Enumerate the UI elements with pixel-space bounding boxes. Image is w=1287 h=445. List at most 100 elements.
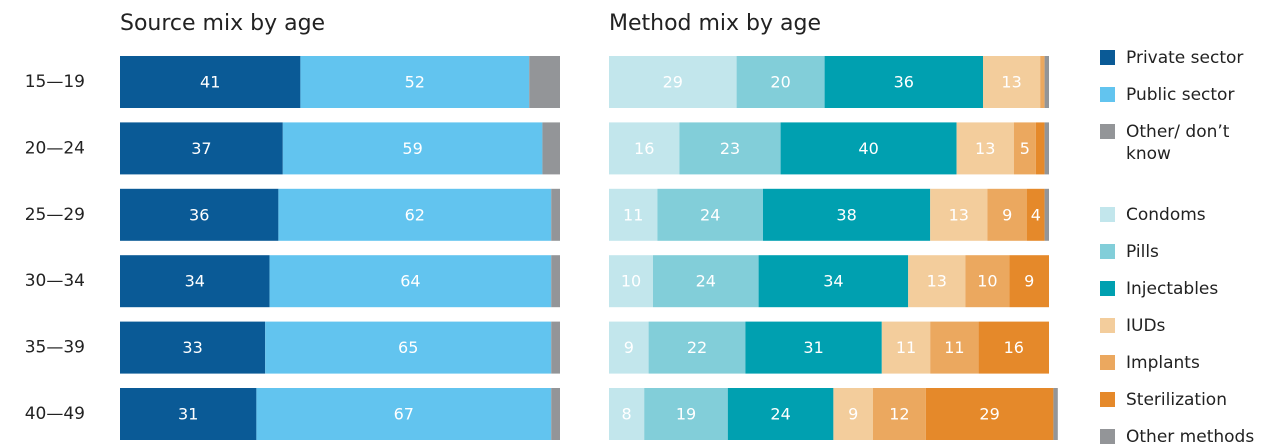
data-label: 5	[1020, 139, 1030, 158]
data-label: 36	[189, 205, 209, 224]
bar-segment	[824, 56, 983, 108]
data-label: 16	[1004, 338, 1024, 357]
legend-item: Private sector	[1100, 47, 1285, 69]
data-label: 33	[182, 338, 202, 357]
legend-item: Other/ don’t know	[1100, 121, 1285, 165]
bar-segment	[529, 56, 560, 108]
legend-item: Pills	[1100, 241, 1285, 263]
bar-segment	[120, 321, 266, 374]
bar-segment	[1044, 122, 1049, 175]
bar-segment	[120, 388, 257, 440]
bar-segment	[120, 255, 270, 308]
bar-segment	[745, 321, 882, 374]
bar-segment	[956, 122, 1014, 175]
data-label: 12	[889, 405, 909, 424]
bar-segment	[609, 56, 737, 108]
bar-segment	[648, 321, 746, 374]
data-label: 37	[191, 139, 211, 158]
data-label: 40	[858, 139, 878, 158]
data-label: 24	[770, 405, 790, 424]
legend-item: Public sector	[1100, 84, 1285, 106]
bar-segment	[256, 388, 552, 440]
data-label: 65	[398, 338, 418, 357]
data-label: 20	[770, 73, 790, 92]
data-label: 11	[896, 338, 916, 357]
legend-swatch	[1100, 281, 1115, 296]
bar-segment	[609, 388, 645, 440]
bar-segment	[780, 122, 957, 175]
bar-segment	[833, 388, 873, 440]
data-label: 9	[848, 405, 858, 424]
charts: 15—19 20—24 25—29 30—34 35—39 40—49 Source mix…	[25, 11, 1058, 440]
y-tick-label: 35—39	[25, 338, 85, 358]
bar-segment	[679, 122, 781, 175]
legend-item: Other methods	[1100, 426, 1285, 445]
legend-swatch	[1100, 207, 1115, 222]
data-label: 52	[405, 73, 425, 92]
legend-label: IUDs	[1126, 316, 1166, 336]
bar-segment	[965, 255, 1010, 308]
y-tick-label: 30—34	[25, 271, 85, 291]
bar-segment	[300, 56, 530, 108]
legend-item: Implants	[1100, 352, 1285, 374]
data-label: 62	[405, 205, 425, 224]
data-label: 10	[621, 272, 641, 291]
legend-swatch	[1100, 244, 1115, 259]
bar-segment	[758, 255, 909, 308]
legend-item: Sterilization	[1100, 389, 1285, 411]
legend-label: Pills	[1126, 242, 1159, 262]
y-tick-label: 20—24	[25, 138, 85, 158]
data-label: 16	[634, 139, 654, 158]
data-label: 10	[977, 272, 997, 291]
bar-segment	[1044, 56, 1049, 108]
bar-segment	[120, 56, 301, 108]
bar-segment	[644, 388, 728, 440]
bar-segment	[727, 388, 834, 440]
data-label: 11	[944, 338, 964, 357]
bar-segment	[653, 255, 759, 308]
data-label: 29	[979, 405, 999, 424]
data-label: 8	[622, 405, 632, 424]
bar-segment	[609, 321, 649, 374]
bar-segment	[120, 122, 283, 175]
bar-segment	[978, 321, 1049, 374]
bar-segment	[657, 188, 763, 241]
data-label: 31	[178, 405, 198, 424]
legend-swatch	[1100, 318, 1115, 333]
bar-segment	[1027, 188, 1045, 241]
data-label: 64	[400, 272, 420, 291]
bar-segment	[120, 188, 279, 241]
bar-segment	[930, 321, 979, 374]
data-label: 11	[623, 205, 643, 224]
bar-segment	[925, 388, 1054, 440]
legend-label: Private sector	[1126, 48, 1244, 68]
y-tick-label: 15—19	[25, 72, 85, 92]
bar-segment	[908, 255, 966, 308]
legend-swatch	[1100, 87, 1115, 102]
data-label: 13	[975, 139, 995, 158]
bar-segment	[873, 388, 926, 440]
bar-segment	[282, 122, 543, 175]
data-label: 23	[720, 139, 740, 158]
bar-segment	[1035, 122, 1045, 175]
data-label: 36	[894, 73, 914, 92]
legend-label: Sterilization	[1126, 390, 1227, 410]
data-label: 9	[1024, 272, 1034, 291]
chart-title: Method mix by age	[609, 11, 821, 36]
data-label: 38	[836, 205, 856, 224]
data-label: 59	[402, 139, 422, 158]
y-tick-label: 40—49	[25, 404, 85, 424]
bar-segment	[763, 188, 931, 241]
legend-item: Condoms	[1100, 204, 1285, 226]
legend-swatch	[1100, 50, 1115, 65]
y-tick-label: 25—29	[25, 205, 85, 225]
data-label: 22	[687, 338, 707, 357]
data-label: 13	[927, 272, 947, 291]
bar-segment	[265, 321, 552, 374]
data-label: 9	[624, 338, 634, 357]
bar-segment	[278, 188, 552, 241]
bar-segment	[551, 321, 560, 374]
legend-label: Other methods	[1126, 427, 1255, 445]
chart-title: Source mix by age	[120, 11, 325, 36]
data-label: 24	[700, 205, 720, 224]
